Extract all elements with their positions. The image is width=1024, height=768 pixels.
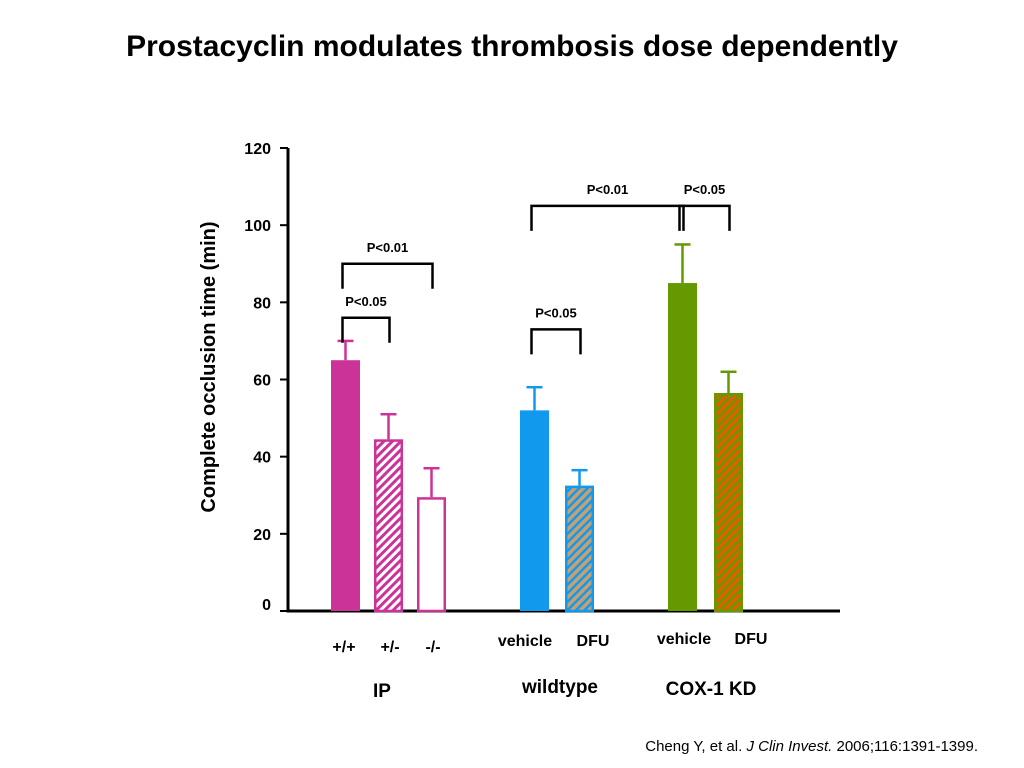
- chart-bars: [331, 243, 743, 613]
- group-label: wildtype: [521, 677, 598, 698]
- bar: [520, 410, 549, 611]
- bar: [374, 439, 403, 613]
- significance-annotations: P<0.05 P<0.01 P<0.05 P<0.01 P<0.05: [341, 182, 731, 355]
- significance-label: P<0.05: [345, 294, 387, 309]
- significance-bracket: [678, 204, 731, 231]
- bar-category-label: DFU: [735, 631, 768, 648]
- y-tick-label: 40: [253, 450, 271, 467]
- citation-journal: J Clin Invest.: [746, 738, 833, 755]
- citation-authors: Cheng Y, et al.: [645, 738, 747, 755]
- bar-category-label: vehicle: [657, 631, 711, 648]
- chart-axes: 0 20 40 60 80 100 120 Complete occlusion time (…: [198, 141, 840, 614]
- bar: [565, 485, 594, 613]
- y-tick-label: 100: [244, 218, 271, 235]
- bar-category-label: vehicle: [498, 633, 552, 650]
- significance-label: P<0.05: [684, 182, 726, 197]
- citation: Cheng Y, et al. J Clin Invest. 2006;116:…: [645, 738, 978, 755]
- significance-label: P<0.05: [535, 305, 577, 320]
- citation-details: 2006;116:1391-1399.: [832, 738, 978, 755]
- bar: [668, 283, 697, 611]
- y-tick-label: 80: [253, 295, 271, 312]
- significance-bracket: [530, 204, 685, 231]
- chart-title: Prostacyclin modulates thrombosis dose d…: [126, 30, 898, 63]
- bar-category-label: -/-: [425, 639, 440, 656]
- bar-category-label: +/+: [332, 639, 355, 656]
- significance-bracket: [341, 316, 391, 343]
- bar: [331, 360, 360, 611]
- group-label: COX-1 KD: [666, 679, 757, 700]
- y-tick-label: 120: [244, 141, 271, 158]
- bar: [417, 497, 446, 613]
- bar-category-label: +/-: [380, 639, 399, 656]
- y-axis-label: Complete occlusion time (min): [198, 221, 220, 512]
- significance-bracket: [530, 328, 582, 355]
- significance-bracket: [341, 262, 434, 289]
- y-tick-label: 20: [253, 527, 271, 544]
- bar: [714, 393, 743, 613]
- y-tick-label: 60: [253, 373, 271, 390]
- bar-category-label: DFU: [577, 633, 610, 650]
- category-labels: +/+ +/- -/- IP vehicle DFU wildtype vehicle DFU C…: [332, 631, 767, 702]
- significance-label: P<0.01: [587, 182, 629, 197]
- group-label: IP: [373, 681, 391, 702]
- significance-label: P<0.01: [367, 240, 409, 255]
- y-tick-label: 0: [262, 597, 271, 614]
